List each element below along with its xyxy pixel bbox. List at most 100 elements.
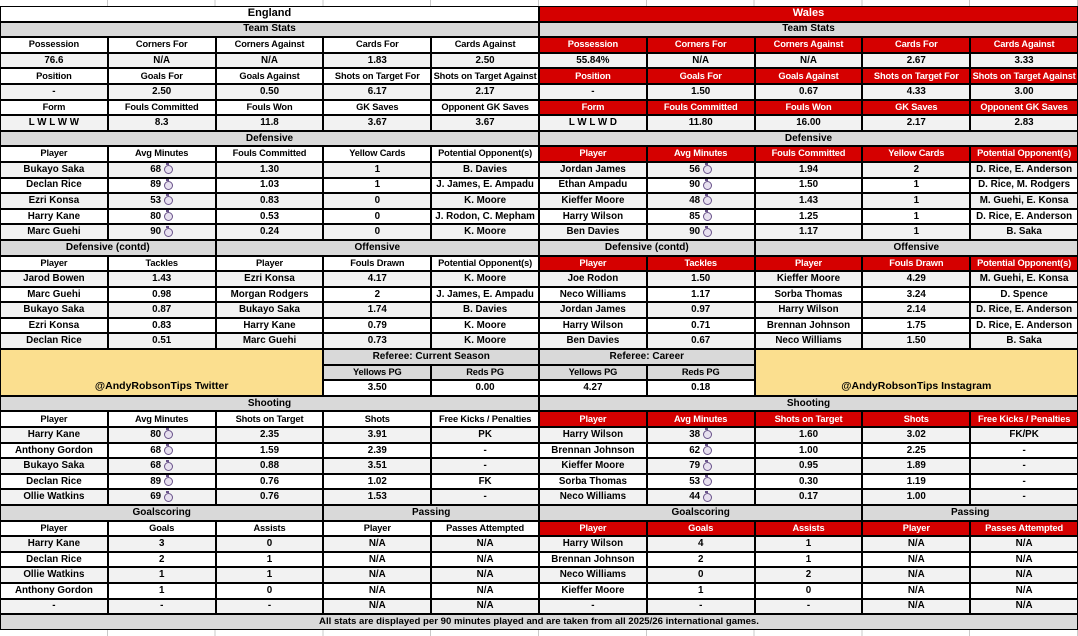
section-label-defensive: Defensive [0, 130, 539, 147]
stopwatch-icon [164, 194, 174, 206]
stat-value: 55.84% [539, 52, 647, 69]
minutes-value: 69 [150, 491, 162, 503]
col-header: Reds PG [431, 364, 539, 381]
avg-minutes-cell: 80 [107, 427, 216, 443]
stat-value: 1.94 [754, 161, 863, 178]
opponents-cell: B. Saka [970, 224, 1078, 240]
stat-value: N/A [431, 536, 539, 552]
col-header: Fouls Drawn [323, 255, 432, 272]
stat-value: 1.74 [323, 302, 432, 318]
minutes-value: 44 [689, 491, 701, 503]
stat-value: 1.19 [862, 473, 971, 490]
opponents-cell: M. Guehi, E. Konsa [970, 193, 1078, 209]
section-label-goalscoring: Goalscoring [0, 505, 324, 521]
stat-value: - [754, 598, 863, 615]
avg-minutes-cell: 38 [646, 427, 755, 443]
opponents-cell: K. Moore [431, 193, 539, 209]
avg-minutes-cell: 89 [107, 473, 216, 490]
section-label-offensive: Offensive [754, 239, 1078, 256]
minutes-value: 62 [689, 444, 701, 456]
col-header: Player [0, 146, 108, 162]
stat-value: 6.17 [323, 83, 432, 100]
col-header: Corners Against [754, 37, 863, 53]
stat-value: N/A [862, 551, 971, 568]
stat-value: 3.00 [970, 83, 1078, 100]
stat-value: 2.50 [431, 52, 539, 69]
opponents-cell: J. James, E. Ampadu [431, 177, 539, 194]
stat-value: 0.76 [215, 473, 324, 490]
stat-value: 1.53 [323, 489, 432, 505]
stat-value: 4.33 [862, 83, 971, 100]
referee-career-label: Referee: Career [539, 349, 755, 365]
fk-pk-cell: - [970, 489, 1078, 505]
player-name: Sorba Thomas [754, 286, 863, 303]
england-title: England [0, 6, 539, 22]
stat-value: 0 [215, 536, 324, 552]
col-header: Potential Opponent(s) [970, 255, 1078, 272]
stat-value: 1 [107, 582, 216, 599]
col-header: Reds PG [646, 364, 755, 381]
col-header: Yellow Cards [862, 146, 971, 162]
stat-value: N/A [970, 582, 1078, 599]
minutes-value: 90 [689, 226, 701, 238]
col-header: Player [323, 520, 432, 537]
col-header: Shots on Target For [862, 68, 971, 84]
stat-value: 1.89 [862, 458, 971, 474]
stat-value: 1 [215, 551, 324, 568]
stat-value: 1.02 [323, 473, 432, 490]
stat-value: 1 [862, 177, 971, 194]
player-name: Jordan James [539, 161, 647, 178]
avg-minutes-cell: 53 [107, 193, 216, 209]
stopwatch-icon [164, 443, 174, 455]
stat-value: 0.30 [754, 473, 863, 490]
col-header: Fouls Committed [107, 99, 216, 116]
stat-value: N/A [862, 567, 971, 583]
player-name: Anthony Gordon [0, 582, 108, 599]
col-header: Player [0, 411, 108, 428]
player-name: Harry Wilson [539, 317, 647, 334]
stat-value: 16.00 [754, 115, 863, 131]
stat-value: 1.50 [646, 83, 755, 100]
stat-value: 3.91 [323, 427, 432, 443]
minutes-value: 90 [689, 179, 701, 191]
stopwatch-icon [164, 459, 174, 471]
footer-note: All stats are displayed per 90 minutes p… [0, 614, 1078, 630]
opponents-cell: J. Rodon, C. Mepham [431, 208, 539, 225]
col-header: Shots [323, 411, 432, 428]
avg-minutes-cell: 68 [107, 458, 216, 474]
player-name: Neco Williams [539, 489, 647, 505]
stat-value: N/A [323, 598, 432, 615]
stat-value: 2.17 [862, 115, 971, 131]
stat-value: N/A [862, 582, 971, 599]
stat-value: 4.29 [862, 271, 971, 287]
opponents-cell: K. Moore [431, 271, 539, 287]
col-header: Goals [646, 520, 755, 537]
player-name: Ollie Watkins [0, 567, 108, 583]
col-header: Player [539, 520, 647, 537]
stat-value: 0.51 [107, 333, 216, 350]
stopwatch-icon [703, 163, 713, 175]
stat-value: 0.83 [215, 193, 324, 209]
stat-value: N/A [323, 551, 432, 568]
minutes-value: 56 [689, 163, 701, 175]
stat-value: 1 [107, 567, 216, 583]
fk-pk-cell: - [970, 458, 1078, 474]
opponents-cell: D. Rice, E. Anderson [970, 161, 1078, 178]
stat-value: 3.02 [862, 427, 971, 443]
col-header: Opponent GK Saves [970, 99, 1078, 116]
stat-value: 0 [323, 208, 432, 225]
stat-value: - [539, 83, 647, 100]
player-name: Sorba Thomas [539, 473, 647, 490]
stopwatch-icon [164, 428, 174, 440]
stat-value: L W L W D [539, 115, 647, 131]
player-name: Bukayo Saka [0, 161, 108, 178]
fk-pk-cell: - [431, 442, 539, 459]
section-label-team-stats: Team Stats [0, 21, 539, 38]
minutes-value: 68 [150, 163, 162, 175]
stat-value: 2 [754, 567, 863, 583]
col-header: Goals Against [754, 68, 863, 84]
player-name: Bukayo Saka [0, 302, 108, 318]
player-name: Neco Williams [539, 286, 647, 303]
stat-value: 4.17 [323, 271, 432, 287]
player-name: Jarod Bowen [0, 271, 108, 287]
